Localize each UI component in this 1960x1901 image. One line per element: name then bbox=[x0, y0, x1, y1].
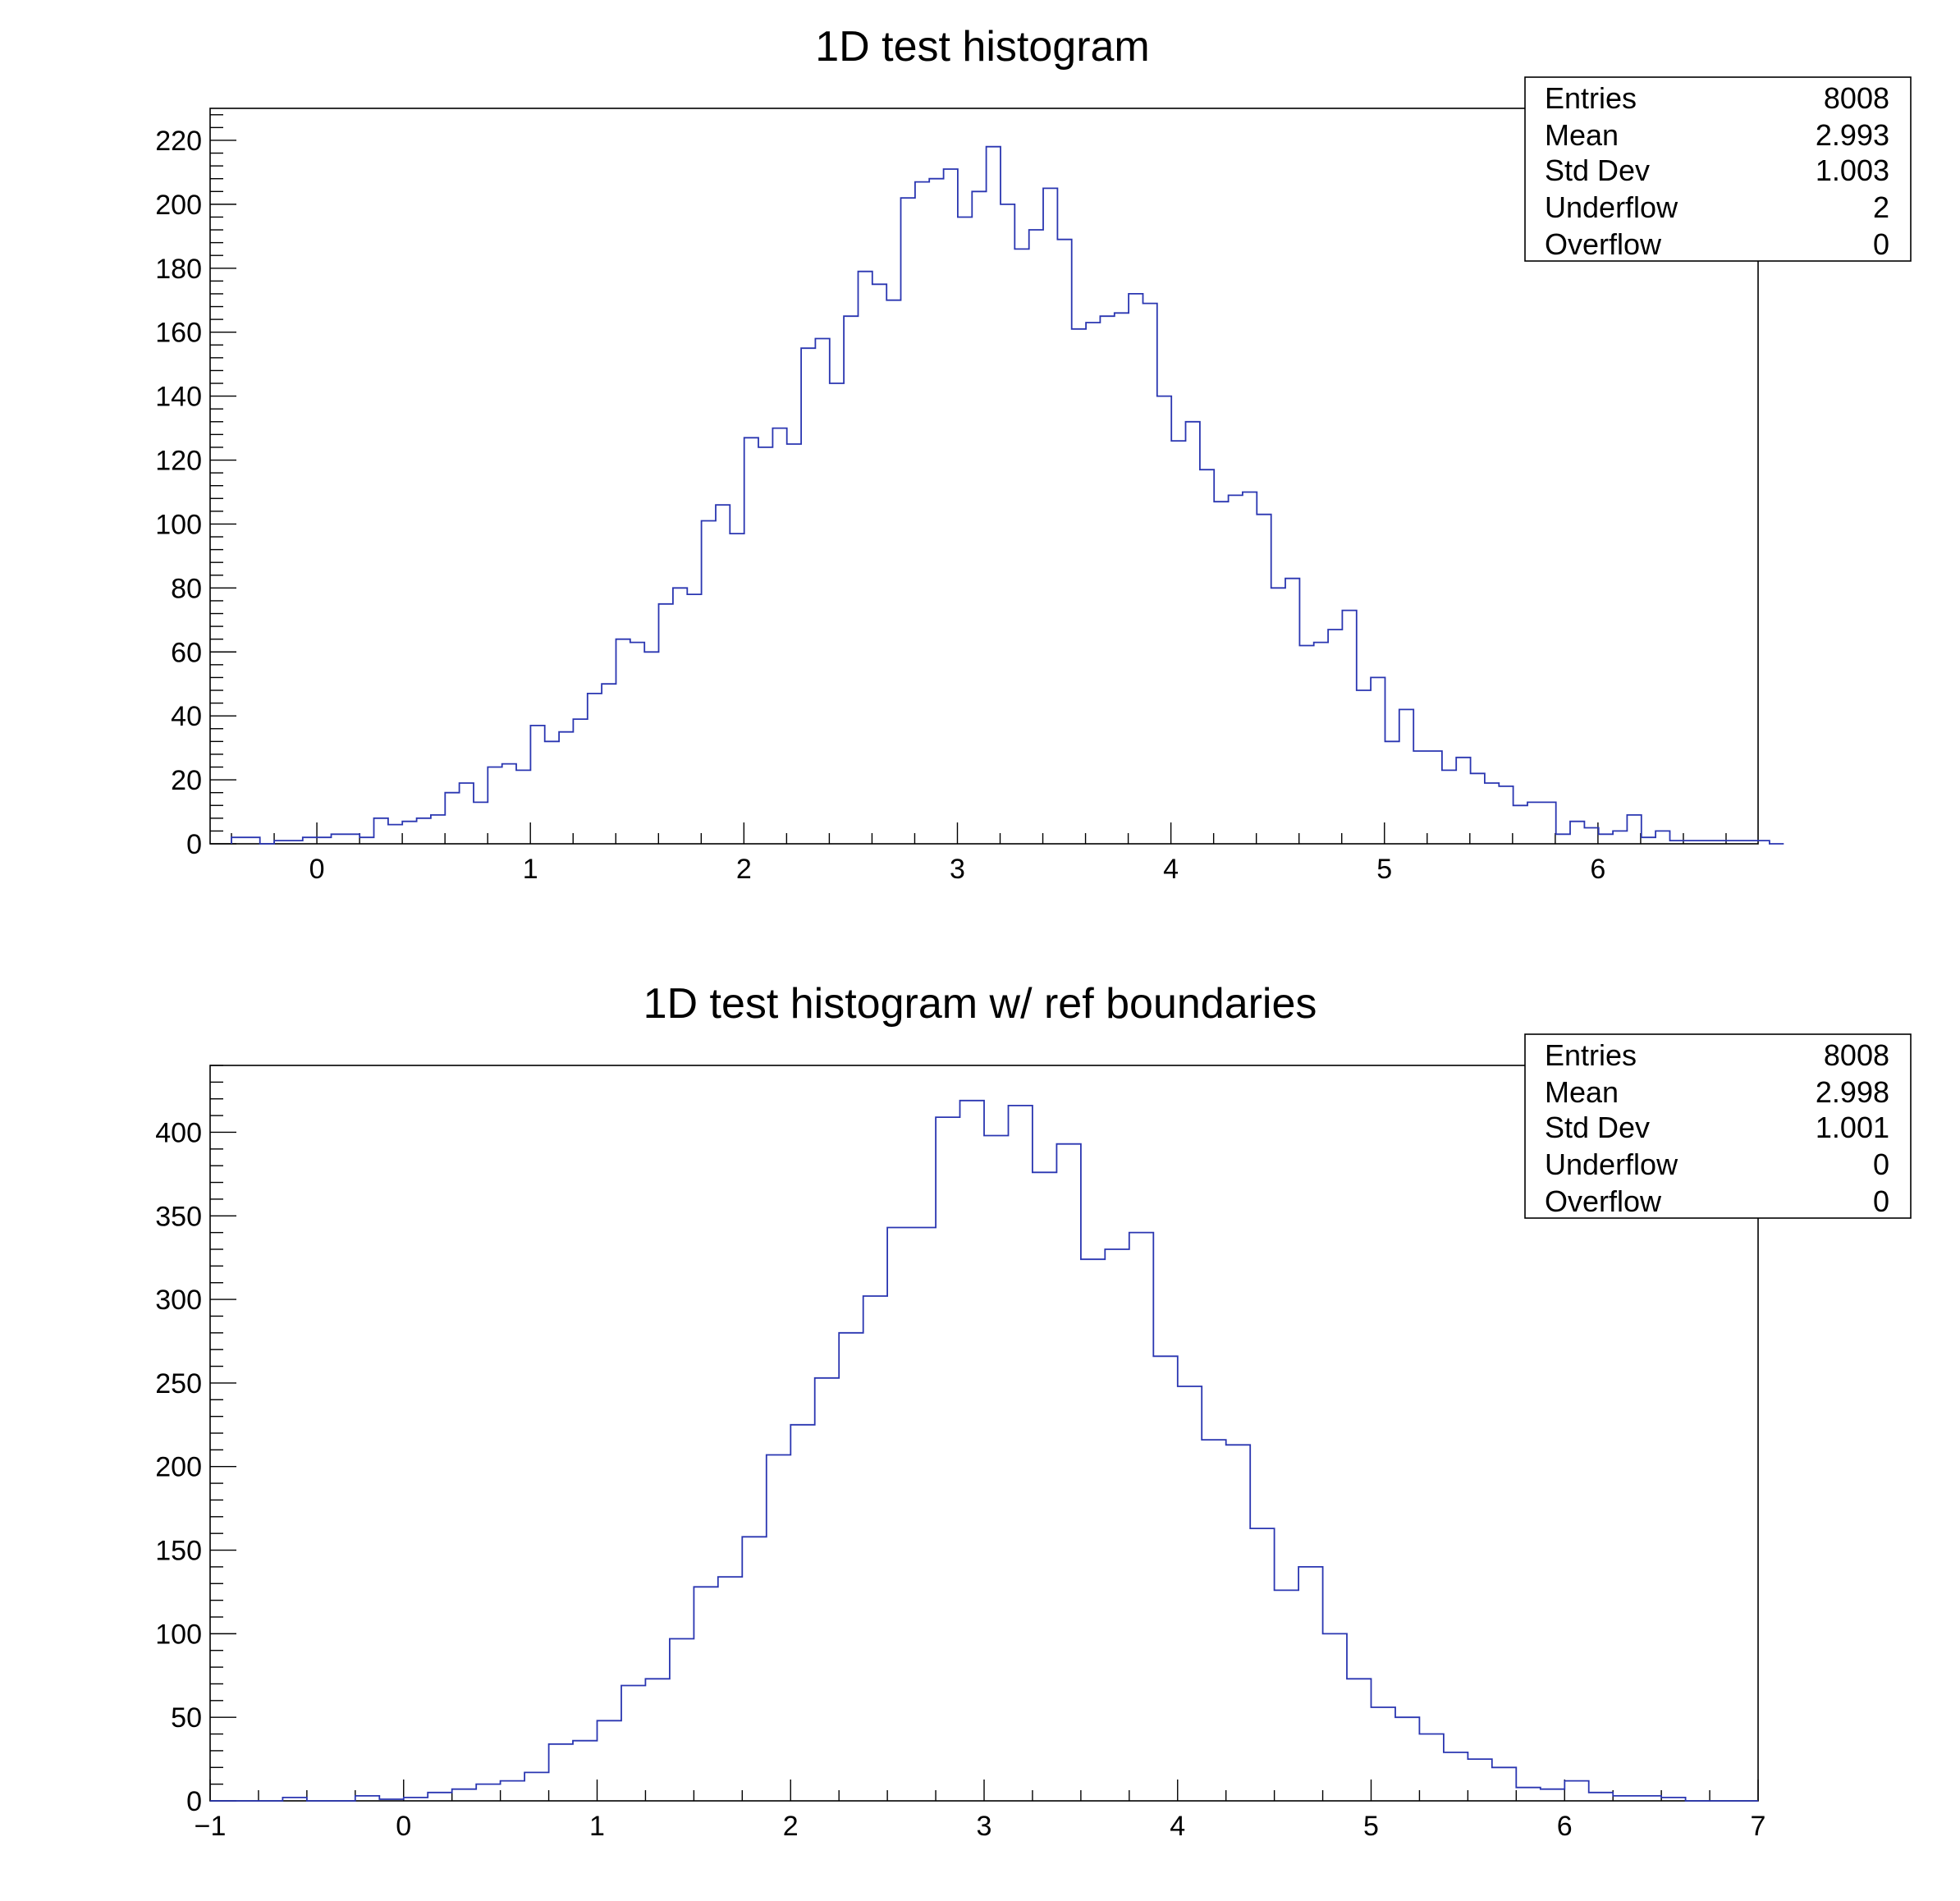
chart-title-2: 1D test histogram w/ ref boundaries bbox=[643, 980, 1317, 1028]
x-tick-label: 4 bbox=[1170, 1811, 1185, 1842]
stats-underflow-value-1: 2 bbox=[1873, 190, 1889, 224]
x-tick-label: 1 bbox=[589, 1811, 605, 1842]
y-tick-label: 50 bbox=[171, 1702, 202, 1734]
y-tick-label: 140 bbox=[155, 382, 202, 413]
stats-stddev-value-2: 1.001 bbox=[1816, 1111, 1889, 1144]
y-tick-label: 150 bbox=[155, 1536, 202, 1567]
axis-ticks-1 bbox=[210, 114, 1727, 845]
histogram-series-1 bbox=[231, 145, 1784, 845]
stats-stddev-label-2: Std Dev bbox=[1545, 1111, 1650, 1144]
y-tick-label: 120 bbox=[155, 446, 202, 477]
stats-mean-value-1: 2.993 bbox=[1816, 118, 1889, 152]
stats-overflow-value-1: 0 bbox=[1873, 227, 1889, 261]
y-axis-labels-2: 0 50 100 150 200 250 300 350 400 bbox=[155, 1117, 202, 1817]
histogram-panel-2: 1D test histogram w/ ref boundaries −1 0 1… bbox=[155, 980, 1912, 1842]
y-tick-label: 20 bbox=[171, 765, 202, 796]
y-tick-label: 160 bbox=[155, 318, 202, 349]
y-tick-label: 40 bbox=[171, 701, 202, 732]
x-tick-label: 5 bbox=[1363, 1811, 1379, 1842]
stats-entries-label-1: Entries bbox=[1545, 81, 1637, 115]
x-tick-label: 5 bbox=[1376, 854, 1392, 885]
stats-box-1: Entries 8008 Mean 2.993 Std Dev 1.003 Un… bbox=[1524, 76, 1912, 262]
y-tick-label: 200 bbox=[155, 190, 202, 221]
stats-overflow-value-2: 0 bbox=[1873, 1184, 1889, 1218]
stats-box-2: Entries 8008 Mean 2.998 Std Dev 1.001 Un… bbox=[1524, 1033, 1912, 1219]
stats-stddev-value-1: 1.003 bbox=[1816, 153, 1889, 187]
stats-underflow-label-1: Underflow bbox=[1545, 190, 1678, 224]
y-tick-label: 220 bbox=[155, 126, 202, 157]
x-axis-labels-2: −1 0 1 2 3 4 5 6 7 bbox=[195, 1811, 1766, 1842]
x-tick-label: 1 bbox=[523, 854, 538, 885]
stats-entries-value-1: 8008 bbox=[1824, 81, 1889, 115]
y-tick-label: 80 bbox=[171, 573, 202, 604]
stats-entries-value-2: 8008 bbox=[1824, 1038, 1889, 1072]
y-tick-label: 100 bbox=[155, 509, 202, 540]
plot-frame-1 bbox=[209, 108, 1759, 845]
y-tick-label: 180 bbox=[155, 254, 202, 285]
stats-box-frame-2 bbox=[1524, 1033, 1912, 1219]
x-tick-label: 4 bbox=[1163, 854, 1179, 885]
histogram-series-2 bbox=[210, 1099, 1758, 1802]
stats-underflow-value-2: 0 bbox=[1873, 1147, 1889, 1181]
stats-overflow-label-1: Overflow bbox=[1545, 227, 1662, 261]
y-tick-label: 200 bbox=[155, 1452, 202, 1483]
chart-title-1: 1D test histogram bbox=[815, 23, 1150, 71]
axis-ticks-2 bbox=[209, 1065, 1759, 1802]
y-axis-labels-1: 0 20 40 60 80 100 120 140 160 180 200 220 bbox=[155, 126, 202, 860]
x-tick-label: 0 bbox=[309, 854, 325, 885]
y-tick-label: 0 bbox=[186, 829, 202, 860]
x-axis-labels-1: 0 1 2 3 4 5 6 bbox=[309, 854, 1606, 885]
x-tick-label: 2 bbox=[783, 1811, 799, 1842]
stats-stddev-label-1: Std Dev bbox=[1545, 153, 1650, 187]
x-tick-label: 7 bbox=[1751, 1811, 1766, 1842]
x-tick-label: 6 bbox=[1557, 1811, 1573, 1842]
stats-underflow-label-2: Underflow bbox=[1545, 1147, 1678, 1181]
stats-entries-label-2: Entries bbox=[1545, 1038, 1637, 1072]
stats-mean-value-2: 2.998 bbox=[1816, 1075, 1889, 1109]
stats-box-frame-1 bbox=[1524, 76, 1912, 262]
x-tick-label: 0 bbox=[396, 1811, 411, 1842]
x-tick-label: 3 bbox=[950, 854, 965, 885]
y-tick-label: 300 bbox=[155, 1285, 202, 1316]
y-tick-label: 0 bbox=[186, 1786, 202, 1817]
y-tick-label: 400 bbox=[155, 1117, 202, 1148]
x-tick-label: 2 bbox=[736, 854, 752, 885]
y-tick-label: 350 bbox=[155, 1201, 202, 1232]
y-tick-label: 60 bbox=[171, 637, 202, 668]
x-tick-label: −1 bbox=[195, 1811, 227, 1842]
y-tick-label: 100 bbox=[155, 1619, 202, 1650]
y-tick-label: 250 bbox=[155, 1368, 202, 1399]
stats-overflow-label-2: Overflow bbox=[1545, 1184, 1662, 1218]
x-tick-label: 6 bbox=[1590, 854, 1605, 885]
x-tick-label: 3 bbox=[977, 1811, 992, 1842]
stats-mean-label-2: Mean bbox=[1545, 1075, 1619, 1109]
stats-mean-label-1: Mean bbox=[1545, 118, 1619, 152]
